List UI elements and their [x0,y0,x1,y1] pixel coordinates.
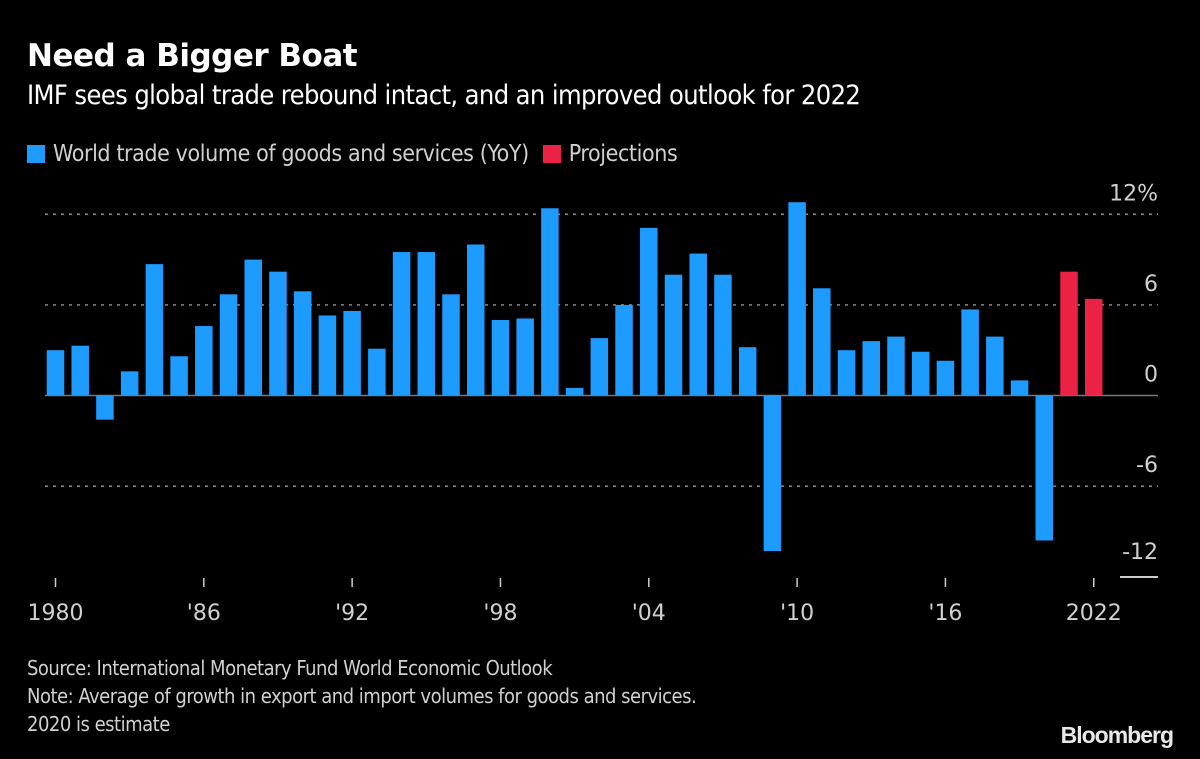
bar-2017 [961,309,979,396]
gridlines [45,213,1158,578]
footer: Source: International Monetary Fund Worl… [27,654,697,738]
bar-1986 [195,326,213,396]
x-tick-label: '04 [632,601,666,626]
bar-1996 [442,294,460,396]
bar-1997 [466,244,485,396]
bar-1987 [219,294,238,396]
x-tick-label: '86 [187,601,221,626]
bar-1984 [145,264,164,396]
legend-item-projections: Projections [542,141,678,167]
bar-2016 [936,360,955,396]
x-tick-label: '10 [780,601,814,626]
bar-1992 [343,310,361,396]
bars [46,202,1103,552]
bar-2013 [862,341,881,396]
x-tick-label: 1980 [28,601,84,626]
y-tick-label: 6 [1144,272,1158,297]
projection-bar-2022 [1084,298,1103,396]
bar-1989 [269,271,287,396]
legend-item-trade-volume: World trade volume of goods and services… [27,141,529,167]
legend-label: World trade volume of goods and services… [53,141,529,167]
bar-1995 [417,252,436,396]
bar-2009 [763,395,782,552]
bar-2002 [590,338,609,396]
source-note: Source: International Monetary Fund Worl… [27,656,553,680]
bar-2018 [986,336,1004,396]
bar-2003 [615,304,633,396]
chart-subtitle: IMF sees global trade rebound intact, an… [27,80,861,111]
estimate-note: 2020 is estimate [27,712,170,736]
legend-swatch-red [542,145,561,163]
y-tick-label: 12% [1109,181,1158,206]
bar-1983 [120,371,139,396]
bar-1999 [516,318,534,396]
y-tick-label: 0 [1144,363,1158,388]
x-tick-label: '16 [928,601,962,626]
bar-2005 [664,274,683,396]
projection-bar-2021 [1060,271,1078,396]
legend-label: Projections [568,141,678,167]
y-axis: 12% 6 0 -6 -12 [1109,181,1158,565]
y-tick-label: -6 [1136,453,1158,478]
legend: World trade volume of goods and services… [27,141,691,167]
x-tick-label: '98 [483,601,517,626]
bar-2019 [1010,380,1029,396]
bloomberg-logo: Bloomberg [1060,722,1174,748]
bar-1994 [392,252,411,396]
bar-2001 [565,387,584,396]
bar-2014 [887,336,905,396]
x-tick-label: '92 [335,601,369,626]
bar-1988 [244,259,263,396]
chart-title: Need a Bigger Boat [27,38,358,74]
bar-1982 [96,395,114,420]
y-tick-label: -12 [1122,540,1158,565]
bar-1991 [318,315,337,396]
bar-2000 [541,208,559,396]
bar-1980 [46,350,65,396]
methodology-note: Note: Average of growth in export and im… [27,684,697,708]
bar-2015 [911,351,930,396]
bar-2008 [738,347,757,396]
bar-chart: 12% 6 0 -6 -12 1980 '86 '92 '98 '04 '10 '16 2022 [28,181,1158,626]
bar-2012 [837,350,856,396]
bar-1993 [368,348,386,396]
bar-2007 [714,274,732,396]
bar-1998 [491,320,510,396]
bar-2010 [788,202,806,396]
bar-1985 [170,356,188,396]
bar-2020 [1035,395,1054,541]
bar-2011 [813,288,831,396]
bar-1981 [71,345,89,396]
bar-2006 [689,253,707,396]
bar-2004 [640,227,658,396]
x-tick-label: 2022 [1066,601,1122,626]
legend-swatch-blue [27,145,45,163]
bar-1990 [293,291,312,396]
x-axis: 1980 '86 '92 '98 '04 '10 '16 2022 [28,578,1122,626]
